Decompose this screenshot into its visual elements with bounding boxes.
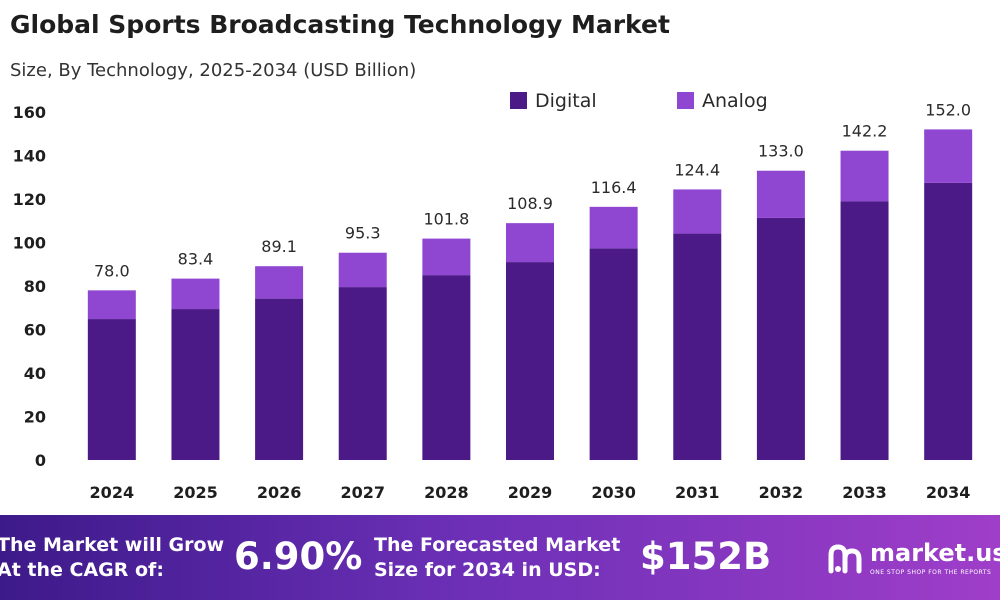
bar-digital-2031 [673, 233, 722, 460]
market-us-logo-icon [828, 544, 862, 574]
x-tick-label: 2033 [842, 483, 887, 502]
bar-total-label: 95.3 [345, 224, 381, 243]
forecast-label-line1: The Forecasted Market [374, 534, 621, 556]
bar-digital-2027 [338, 287, 387, 460]
bar-total-label: 152.0 [925, 100, 971, 119]
y-tick-label: 80 [24, 277, 46, 296]
legend-label-analog: Analog [702, 90, 768, 112]
bar-total-label: 142.2 [842, 122, 888, 141]
chart-subtitle: Size, By Technology, 2025-2034 (USD Bill… [10, 60, 417, 81]
forecast-label: The Forecasted Market Size for 2034 in U… [374, 533, 620, 583]
y-axis: 0 20 40 60 80 100 120 140 160 [13, 103, 46, 470]
bar-analog-2027 [338, 252, 387, 288]
bar-total-label: 133.0 [758, 142, 804, 161]
bar-analog-2030 [589, 206, 638, 249]
legend-label-digital: Digital [535, 90, 597, 112]
x-tick-label: 2024 [90, 483, 135, 502]
bottom-banner: The Market will Grow At the CAGR of: 6.9… [0, 515, 1000, 600]
bar-digital-2034 [924, 182, 973, 460]
x-tick-label: 2029 [508, 483, 553, 502]
legend-swatch-analog [677, 92, 694, 109]
x-tick-label: 2028 [424, 483, 469, 502]
logo-text: market.us [870, 539, 1000, 567]
chart: 0 20 40 60 80 100 120 140 160 78.0 83.4 89.1 95.3 10… [13, 90, 973, 502]
x-tick-label: 2030 [591, 483, 636, 502]
cagr-value: 6.90% [234, 535, 363, 578]
forecast-value: $152B [640, 535, 772, 578]
bar-digital-2032 [756, 217, 805, 460]
forecast-label-line2: Size for 2034 in USD: [374, 559, 601, 581]
bar-digital-2025 [171, 309, 220, 460]
bar-analog-2026 [255, 266, 304, 299]
bar-total-label: 89.1 [261, 237, 297, 256]
x-tick-label: 2032 [759, 483, 804, 502]
y-tick-label: 60 [24, 321, 46, 340]
y-tick-label: 0 [35, 451, 46, 470]
x-tick-label: 2025 [173, 483, 218, 502]
bar-total-label: 116.4 [591, 178, 637, 197]
y-tick-label: 120 [13, 190, 46, 209]
y-tick-label: 100 [13, 234, 46, 253]
bar-total-label: 83.4 [178, 250, 214, 269]
bar-analog-2032 [756, 170, 805, 218]
cagr-label: The Market will Grow At the CAGR of: [0, 533, 224, 583]
x-tick-label: 2034 [926, 483, 971, 502]
bar-analog-2028 [422, 238, 471, 276]
bar-digital-2033 [840, 201, 889, 461]
bar-digital-2024 [87, 319, 136, 460]
bar-digital-2029 [506, 262, 554, 460]
bar-digital-2030 [589, 248, 638, 460]
cagr-label-line1: The Market will Grow [0, 534, 225, 556]
bar-analog-2029 [506, 223, 554, 263]
logo-tagline: ONE STOP SHOP FOR THE REPORTS [870, 569, 992, 576]
x-axis: 2024 2025 2026 2027 2028 2029 2030 2031 2032 2033… [90, 483, 971, 502]
y-tick-label: 20 [24, 408, 46, 427]
market-us-logo: market.us ONE STOP SHOP FOR THE REPORTS [826, 535, 1000, 585]
legend: Digital Analog [510, 90, 768, 112]
bar-total-label: 124.4 [674, 160, 720, 179]
x-tick-label: 2031 [675, 483, 720, 502]
y-tick-label: 40 [24, 364, 46, 383]
bar-digital-2026 [255, 298, 304, 460]
bar-analog-2034 [924, 129, 973, 183]
bar-total-label: 78.0 [94, 261, 130, 280]
bar-analog-2025 [171, 278, 220, 310]
legend-swatch-digital [510, 92, 527, 109]
chart-title: Global Sports Broadcasting Technology Ma… [10, 10, 670, 39]
bar-digital-2028 [422, 275, 471, 460]
bar-analog-2024 [87, 290, 136, 320]
bar-analog-2033 [840, 150, 889, 202]
bar-total-label: 101.8 [423, 210, 469, 229]
cagr-label-line2: At the CAGR of: [0, 559, 164, 581]
bar-total-label: 108.9 [507, 194, 553, 213]
x-tick-label: 2027 [340, 483, 385, 502]
y-tick-label: 140 [13, 147, 46, 166]
bars: 78.0 83.4 89.1 95.3 101.8 108.9 116.4 124.4 133.… [87, 100, 973, 461]
y-tick-label: 160 [13, 103, 46, 122]
x-tick-label: 2026 [257, 483, 302, 502]
bar-analog-2031 [673, 189, 722, 234]
